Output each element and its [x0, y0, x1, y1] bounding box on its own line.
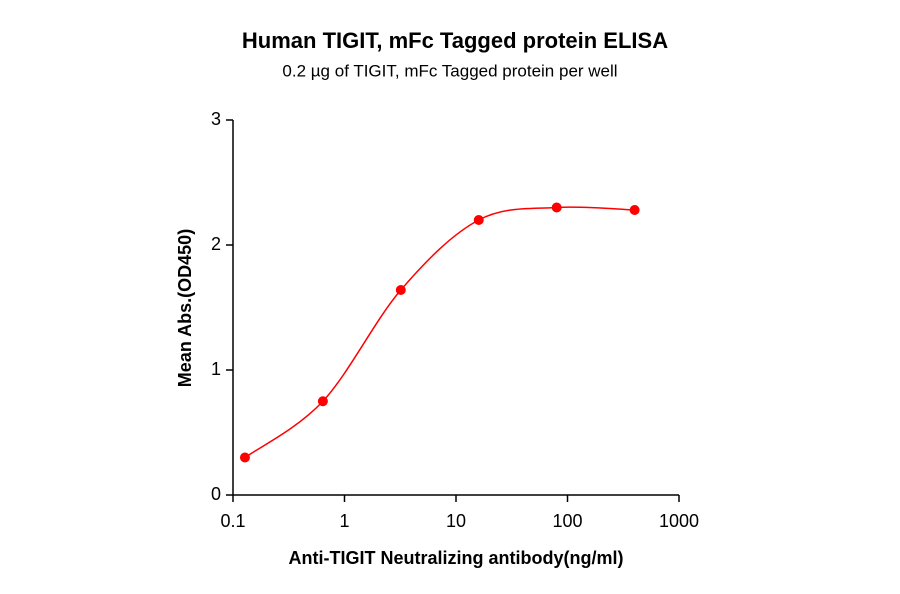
x-tick-label: 10	[446, 511, 466, 531]
chart-subtitle: 0.2 µg of TIGIT, mFc Tagged protein per …	[282, 61, 617, 80]
fit-curve	[244, 206, 635, 459]
chart-title: Human TIGIT, mFc Tagged protein ELISA	[242, 28, 668, 53]
data-point	[473, 215, 484, 225]
data-point	[317, 396, 328, 407]
data-point	[629, 205, 640, 215]
x-tick-label: 1	[339, 511, 349, 531]
x-tick-label: 1000	[659, 511, 699, 531]
y-tick-label: 1	[211, 359, 221, 379]
x-axis-label: Anti-TIGIT Neutralizing antibody(ng/ml)	[289, 548, 624, 568]
data-point	[395, 285, 406, 295]
y-axis-label: Mean Abs.(OD450)	[175, 229, 195, 387]
data-point	[551, 202, 562, 213]
y-tick-label: 3	[211, 109, 221, 129]
x-tick-label: 0.1	[220, 511, 245, 531]
data-point	[239, 452, 250, 463]
y-tick-label: 2	[211, 234, 221, 254]
x-tick-label: 100	[552, 511, 582, 531]
y-tick-label: 0	[211, 484, 221, 504]
